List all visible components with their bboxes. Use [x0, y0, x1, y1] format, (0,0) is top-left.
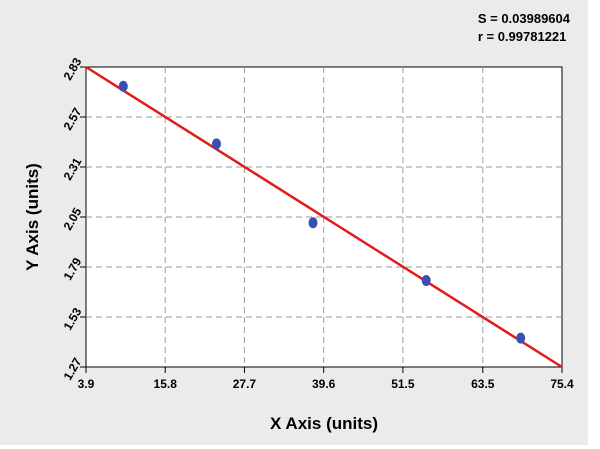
x-tick-label: 75.4: [550, 377, 574, 391]
r-statistic: r = 0.99781221: [477, 29, 567, 44]
x-tick-label: 51.5: [391, 377, 415, 391]
y-axis-title: Y Axis (units): [23, 163, 42, 271]
x-tick-label: 27.7: [233, 377, 257, 391]
data-point: [516, 332, 526, 344]
x-axis-title: X Axis (units): [270, 414, 378, 433]
y-tick-label: 1.53: [61, 305, 85, 333]
fit-statistics: S = 0.03989604 r = 0.99781221: [478, 10, 570, 46]
data-point: [211, 138, 221, 150]
s-statistic: S = 0.03989604: [477, 11, 570, 26]
y-tick-label: 2.83: [61, 55, 85, 83]
x-tick-label: 15.8: [154, 377, 178, 391]
y-tick-label: 2.31: [61, 155, 85, 183]
fit-line: [85, 65, 563, 369]
y-tick-label: 2.57: [61, 105, 85, 133]
data-point: [308, 217, 318, 229]
y-tick-label: 1.79: [61, 255, 85, 283]
x-tick-label: 63.5: [471, 377, 495, 391]
x-tick-label: 39.6: [312, 377, 336, 391]
x-tick-label: 3.9: [78, 377, 95, 391]
data-points: [118, 80, 526, 344]
data-point: [421, 274, 431, 286]
y-tick-label: 2.05: [61, 205, 85, 233]
fit-lines: [85, 65, 563, 369]
data-point: [118, 80, 128, 92]
